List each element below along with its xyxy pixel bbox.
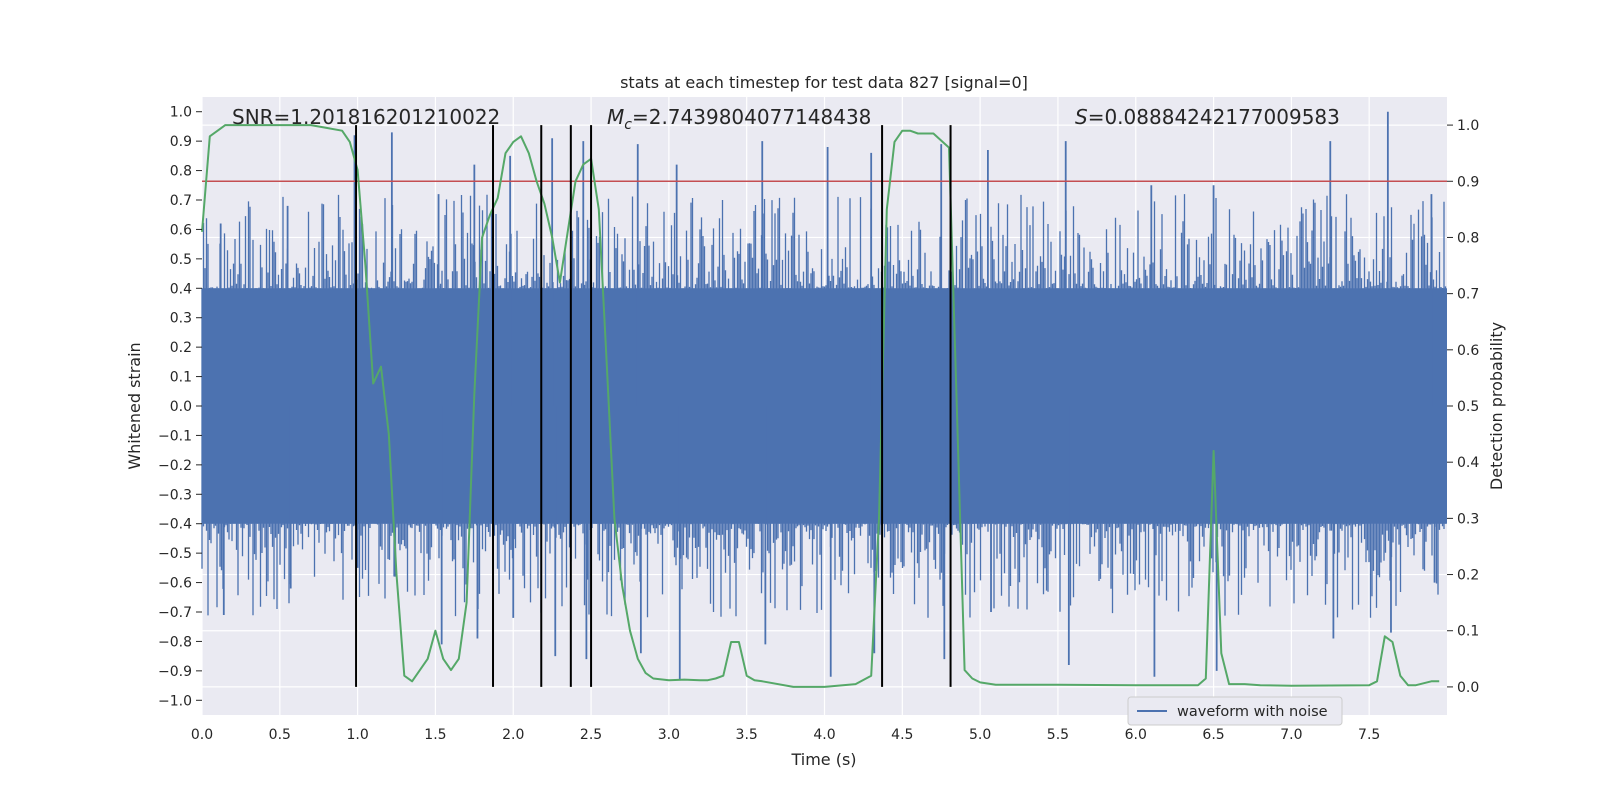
mc-annotation: Mc=2.7439804077148438 xyxy=(607,105,871,133)
chart-title: stats at each timestep for test data 827… xyxy=(620,73,1028,92)
legend-entry-waveform: waveform with noise xyxy=(1177,704,1328,720)
event-lines xyxy=(355,125,952,687)
x-tick-label: 1.5 xyxy=(424,727,446,743)
y-right-tick-label: 0.4 xyxy=(1457,455,1479,471)
x-tick-label: 2.0 xyxy=(502,727,524,743)
y-right-tick-label: 1.0 xyxy=(1457,118,1479,134)
y-left-tick-label: 0.0 xyxy=(170,399,192,415)
s-symbol: S xyxy=(1075,105,1088,129)
y-left-axis-ticks: 1.0 0.9 0.8 0.7 0.6 0.5 0.4 0.3 0.2 0.1 0.0 −0.1 −0.… xyxy=(158,105,202,709)
y-right-axis-label: Detection probability xyxy=(1487,322,1506,490)
y-right-tick-label: 0.0 xyxy=(1457,680,1479,696)
detection-probability-line xyxy=(201,124,1440,688)
y-right-axis-ticks: 1.0 0.9 0.8 0.7 0.6 0.5 0.4 0.3 0.2 0.1 0.0 xyxy=(1447,118,1479,696)
y-left-tick-label: −0.2 xyxy=(158,458,192,474)
x-tick-label: 6.0 xyxy=(1125,727,1147,743)
x-tick-label: 1.0 xyxy=(346,727,368,743)
y-left-tick-label: 0.6 xyxy=(170,222,192,238)
detection-probability-series xyxy=(201,124,1440,688)
y-left-tick-label: −0.6 xyxy=(158,576,192,592)
x-tick-label: 0.5 xyxy=(269,727,291,743)
mc-subscript: c xyxy=(624,117,632,133)
y-left-tick-label: 0.5 xyxy=(170,252,192,268)
y-right-tick-label: 0.5 xyxy=(1457,399,1479,415)
x-tick-label: 4.5 xyxy=(891,727,913,743)
y-left-tick-label: −0.9 xyxy=(158,664,192,680)
s-annotation: S=0.08884242177009583 xyxy=(1075,105,1340,129)
legend: waveform with noise xyxy=(1127,696,1343,726)
y-right-tick-label: 0.9 xyxy=(1457,174,1479,190)
y-left-tick-label: 0.1 xyxy=(170,370,192,386)
y-left-tick-label: −0.3 xyxy=(158,487,192,503)
x-tick-label: 2.5 xyxy=(580,727,602,743)
y-right-tick-label: 0.6 xyxy=(1457,343,1479,359)
y-left-tick-label: 0.2 xyxy=(170,340,192,356)
y-left-tick-label: −0.1 xyxy=(158,428,192,444)
y-left-tick-label: 0.3 xyxy=(170,311,192,327)
y-left-tick-label: −0.8 xyxy=(158,634,192,650)
y-left-tick-label: 0.4 xyxy=(170,281,192,297)
y-right-tick-label: 0.2 xyxy=(1457,568,1479,584)
mc-symbol: M xyxy=(607,105,624,129)
x-tick-label: 3.0 xyxy=(658,727,680,743)
y-right-tick-label: 0.1 xyxy=(1457,624,1479,640)
x-axis-label: Time (s) xyxy=(790,750,856,769)
x-tick-label: 5.5 xyxy=(1047,727,1069,743)
x-tick-label: 4.0 xyxy=(813,727,835,743)
x-tick-label: 7.5 xyxy=(1358,727,1380,743)
y-left-tick-label: 0.9 xyxy=(170,134,192,150)
waveform-series xyxy=(201,111,1447,680)
y-left-tick-label: −0.5 xyxy=(158,546,192,562)
y-left-tick-label: 0.8 xyxy=(170,164,192,180)
x-tick-label: 6.5 xyxy=(1202,727,1224,743)
legend-box xyxy=(1127,696,1343,726)
x-tick-label: 7.0 xyxy=(1280,727,1302,743)
y-right-tick-label: 0.8 xyxy=(1457,230,1479,246)
y-left-axis-label: Whitened strain xyxy=(125,342,144,469)
x-tick-label: 3.5 xyxy=(736,727,758,743)
s-value: =0.08884242177009583 xyxy=(1088,105,1340,129)
y-left-tick-label: −0.4 xyxy=(158,517,192,533)
x-tick-label: 5.0 xyxy=(969,727,991,743)
x-axis-ticks: 0.0 0.5 1.0 1.5 2.0 2.5 3.0 3.5 4.0 4.5 5.0 5.5 6.0 6… xyxy=(191,727,1380,743)
y-left-tick-label: −1.0 xyxy=(158,693,192,709)
y-left-tick-label: −0.7 xyxy=(158,605,192,621)
y-left-tick-label: 1.0 xyxy=(170,105,192,121)
snr-annotation: SNR=1.201816201210022 xyxy=(232,105,500,129)
y-left-tick-label: 0.7 xyxy=(170,193,192,209)
mc-value: =2.7439804077148438 xyxy=(632,105,871,129)
y-right-tick-label: 0.3 xyxy=(1457,511,1479,527)
x-tick-label: 0.0 xyxy=(191,727,213,743)
y-right-tick-label: 0.7 xyxy=(1457,287,1479,303)
